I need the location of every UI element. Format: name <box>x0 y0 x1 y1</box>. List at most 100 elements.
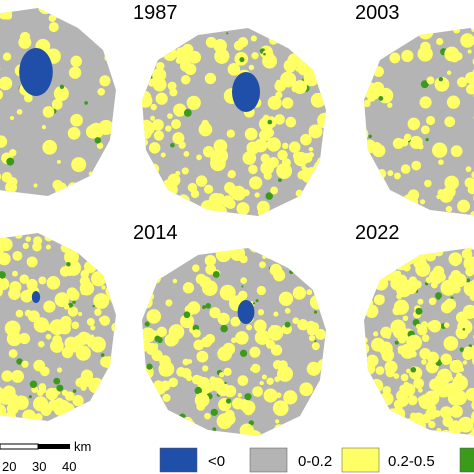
map-patch <box>364 304 379 318</box>
map-patch <box>162 393 171 402</box>
map-patch <box>58 226 62 230</box>
map-patch <box>253 319 267 333</box>
map-patch <box>201 216 207 222</box>
map-patch <box>110 297 116 304</box>
map-patch <box>175 47 191 62</box>
map-patch <box>60 242 71 253</box>
map-patch <box>194 386 203 395</box>
map-patch <box>387 170 394 177</box>
map-patch <box>434 76 450 92</box>
map-patch <box>403 417 420 434</box>
map-patch <box>418 267 424 273</box>
map-patch <box>182 358 190 366</box>
map-patch <box>106 377 113 384</box>
map-patch <box>319 277 326 291</box>
map-patch <box>38 8 53 15</box>
map-patch <box>227 63 241 76</box>
map-panel <box>0 226 116 421</box>
map-patch <box>100 353 105 357</box>
map-patch <box>449 359 463 373</box>
panel-year: 2022 <box>355 222 400 244</box>
map-body <box>0 8 116 196</box>
map-patch <box>364 405 370 419</box>
map-patch <box>176 204 185 213</box>
map-patch <box>142 338 150 351</box>
map-patch <box>9 281 22 294</box>
map-patch <box>267 248 275 255</box>
map-patch <box>367 93 376 102</box>
map-patch <box>413 378 424 389</box>
map-patch <box>401 422 410 431</box>
map-patch <box>408 248 421 256</box>
map-patch <box>443 383 452 392</box>
map-patch <box>198 122 213 137</box>
map-patch <box>248 64 255 71</box>
map-patch <box>275 419 280 424</box>
map-patch <box>0 404 7 418</box>
map-patch <box>260 133 266 139</box>
map-patch <box>301 169 316 184</box>
map-patch <box>385 427 393 434</box>
map-patch <box>378 28 390 40</box>
map-body <box>364 28 474 216</box>
map-patch <box>182 416 194 428</box>
map-patch <box>436 295 441 300</box>
map-patch <box>169 88 178 97</box>
map-patch <box>45 387 59 401</box>
map-patch <box>418 434 429 436</box>
map-patch <box>375 268 382 276</box>
map-patch <box>370 401 377 408</box>
map-patch <box>425 360 439 374</box>
map-patch <box>105 242 110 247</box>
map-patch <box>286 28 290 29</box>
map-patch <box>364 127 369 141</box>
map-patch <box>182 282 195 294</box>
map-patch <box>314 403 324 413</box>
map-patch <box>18 332 31 345</box>
map-patch <box>80 369 94 382</box>
map-patch <box>446 95 461 109</box>
map-patch <box>463 256 474 271</box>
map-patch <box>262 28 271 30</box>
map-patch <box>101 256 113 267</box>
map-patch <box>65 239 73 248</box>
map-patch <box>391 422 404 435</box>
map-patch <box>318 287 326 299</box>
map-patch <box>9 116 14 121</box>
map-patch <box>436 38 444 46</box>
map-patch <box>240 277 247 284</box>
map-patch <box>56 414 71 421</box>
map-patch <box>252 302 256 305</box>
map-patch <box>259 380 264 386</box>
map-patch <box>323 290 326 296</box>
map-panel <box>0 8 116 196</box>
map-patch <box>67 126 81 140</box>
map-patch <box>6 157 15 166</box>
map-patch <box>12 250 23 261</box>
map-patch <box>374 421 390 436</box>
map-patch <box>161 192 176 207</box>
map-patch <box>230 316 241 327</box>
map-patch <box>298 416 310 428</box>
panel-year: 2003 <box>355 2 400 24</box>
map-patch <box>215 214 224 216</box>
map-patch <box>407 117 421 131</box>
map-patch <box>282 142 289 150</box>
map-patch <box>456 76 468 88</box>
map-patch <box>142 198 150 215</box>
map-patch <box>377 87 394 104</box>
map-patch <box>444 46 460 62</box>
map-patch <box>246 324 253 331</box>
map-patch <box>68 66 82 79</box>
scale-label: 30 <box>32 459 46 474</box>
map-patch <box>178 141 186 149</box>
map-patch <box>152 412 156 415</box>
map-patch <box>315 248 326 262</box>
map-patch <box>365 298 374 307</box>
map-patch <box>264 237 274 247</box>
map-patch <box>268 28 285 44</box>
map-patch <box>71 321 80 330</box>
map-patch <box>396 263 403 270</box>
map-patch <box>393 399 404 410</box>
map-patch <box>239 57 245 63</box>
